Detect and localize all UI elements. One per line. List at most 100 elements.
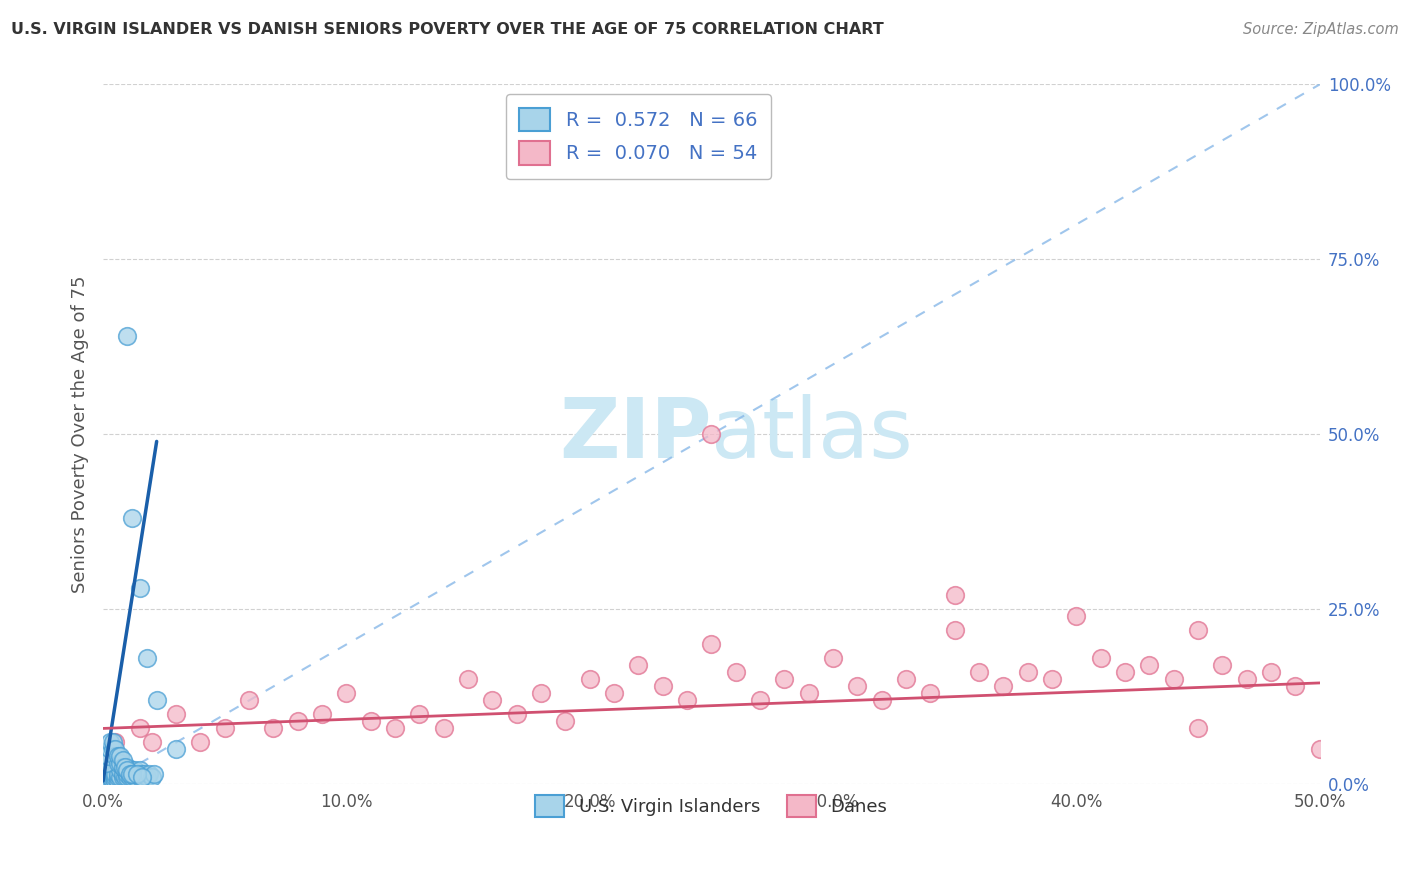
Point xyxy=(100,764,122,778)
Point xyxy=(94,756,117,771)
Point xyxy=(124,764,146,778)
Point xyxy=(724,665,747,680)
Point xyxy=(127,767,149,781)
Point xyxy=(108,756,131,771)
Text: atlas: atlas xyxy=(711,394,912,475)
Point xyxy=(214,722,236,736)
Point xyxy=(107,749,129,764)
Point xyxy=(100,773,122,788)
Point xyxy=(104,742,127,756)
Point xyxy=(128,722,150,736)
Point xyxy=(578,673,600,687)
Point xyxy=(190,735,212,749)
Point xyxy=(121,764,143,778)
Point xyxy=(700,637,723,651)
Point xyxy=(141,771,163,785)
Point xyxy=(111,771,134,785)
Point xyxy=(1066,609,1088,624)
Point xyxy=(846,680,869,694)
Point xyxy=(121,771,143,785)
Point xyxy=(1260,665,1282,680)
Point xyxy=(870,693,893,707)
Point xyxy=(384,722,406,736)
Point xyxy=(117,767,139,781)
Point xyxy=(107,773,129,788)
Point xyxy=(124,771,146,785)
Point xyxy=(943,589,966,603)
Point xyxy=(108,749,131,764)
Point xyxy=(131,771,153,785)
Point xyxy=(749,693,772,707)
Point xyxy=(287,714,309,729)
Point xyxy=(165,742,187,756)
Point xyxy=(967,665,990,680)
Point xyxy=(433,722,456,736)
Point xyxy=(107,767,129,781)
Point xyxy=(101,742,124,756)
Point xyxy=(101,767,124,781)
Point xyxy=(121,511,143,525)
Point xyxy=(1163,673,1185,687)
Point xyxy=(1114,665,1136,680)
Point xyxy=(238,693,260,707)
Text: U.S. VIRGIN ISLANDER VS DANISH SENIORS POVERTY OVER THE AGE OF 75 CORRELATION CH: U.S. VIRGIN ISLANDER VS DANISH SENIORS P… xyxy=(11,22,884,37)
Point xyxy=(94,773,117,788)
Point xyxy=(131,767,153,781)
Point xyxy=(135,771,157,785)
Point xyxy=(1284,680,1306,694)
Point xyxy=(118,764,141,778)
Point xyxy=(108,764,131,778)
Point xyxy=(773,673,796,687)
Point xyxy=(128,582,150,596)
Point xyxy=(554,714,576,729)
Point xyxy=(481,693,503,707)
Point xyxy=(506,707,529,722)
Point xyxy=(117,760,139,774)
Point xyxy=(676,693,699,707)
Point xyxy=(138,767,160,781)
Y-axis label: Seniors Poverty Over the Age of 75: Seniors Poverty Over the Age of 75 xyxy=(72,276,89,593)
Point xyxy=(114,760,136,774)
Point xyxy=(127,767,149,781)
Point xyxy=(165,707,187,722)
Point xyxy=(101,773,124,788)
Point xyxy=(117,764,139,778)
Point xyxy=(100,735,122,749)
Point xyxy=(111,753,134,767)
Point xyxy=(603,686,626,700)
Point xyxy=(821,651,844,665)
Point xyxy=(651,680,673,694)
Point xyxy=(1090,651,1112,665)
Text: Source: ZipAtlas.com: Source: ZipAtlas.com xyxy=(1243,22,1399,37)
Point xyxy=(118,767,141,781)
Point xyxy=(1017,665,1039,680)
Point xyxy=(1236,673,1258,687)
Point xyxy=(101,735,124,749)
Point xyxy=(457,673,479,687)
Point xyxy=(141,735,163,749)
Point xyxy=(111,760,134,774)
Point xyxy=(121,767,143,781)
Point xyxy=(111,760,134,774)
Point xyxy=(100,771,122,785)
Point xyxy=(530,686,553,700)
Point xyxy=(360,714,382,729)
Point xyxy=(134,767,156,781)
Point xyxy=(114,764,136,778)
Point xyxy=(627,658,650,673)
Point xyxy=(262,722,284,736)
Point xyxy=(1187,624,1209,638)
Point xyxy=(104,771,127,785)
Point xyxy=(1040,673,1063,687)
Point xyxy=(97,771,120,785)
Point xyxy=(143,767,166,781)
Point xyxy=(700,427,723,442)
Legend: U.S. Virgin Islanders, Danes: U.S. Virgin Islanders, Danes xyxy=(529,788,894,824)
Point xyxy=(104,749,127,764)
Point xyxy=(104,767,127,781)
Point xyxy=(894,673,917,687)
Point xyxy=(107,756,129,771)
Point xyxy=(335,686,357,700)
Text: ZIP: ZIP xyxy=(560,394,711,475)
Point xyxy=(97,749,120,764)
